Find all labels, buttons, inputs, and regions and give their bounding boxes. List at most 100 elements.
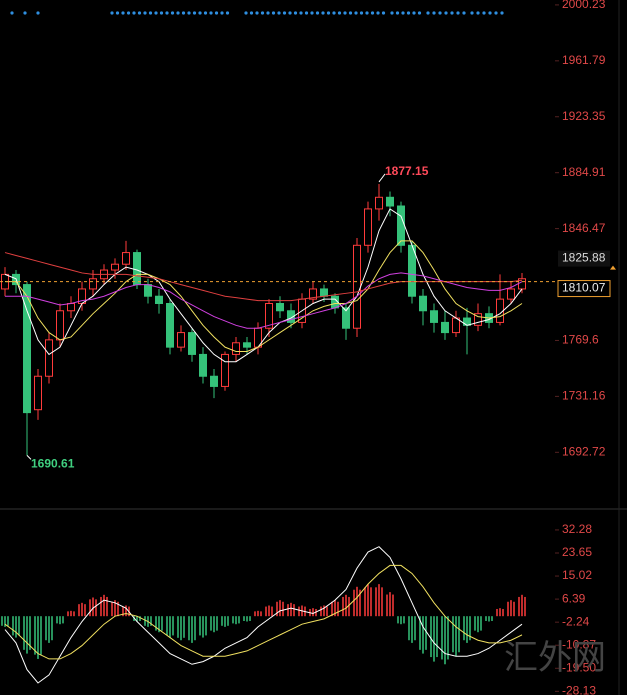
y-tick-label: 6.39 [562, 591, 586, 605]
candle-body [122, 252, 130, 265]
signal-dot [282, 11, 287, 15]
y-tick-label: 1884.91 [562, 165, 606, 179]
y-tick-label: 23.65 [562, 545, 592, 559]
signal-dot [121, 11, 125, 15]
signal-dot [304, 11, 309, 15]
current-price-box [557, 280, 611, 298]
signal-dot [444, 11, 448, 15]
signal-dot [390, 11, 394, 15]
candle-body [276, 302, 284, 312]
candle-body [199, 353, 207, 377]
signal-dot [266, 11, 270, 15]
signal-dot [310, 11, 314, 15]
signal-dot [214, 11, 219, 15]
signal-dot [359, 11, 364, 15]
candle-body [144, 284, 152, 297]
signal-dot [249, 11, 254, 15]
candle-body [474, 313, 482, 326]
signal-dot [370, 11, 375, 15]
signal-dot [288, 11, 292, 15]
signal-dot [432, 11, 436, 15]
signal-dot [277, 11, 281, 15]
y-tick-label: -19.50 [562, 660, 596, 674]
candle-body [265, 302, 273, 329]
candle-body [287, 310, 295, 323]
candle-body [430, 310, 438, 323]
candle-body [441, 321, 449, 334]
signal-dot [148, 11, 153, 15]
candle-body [386, 196, 394, 207]
macd-dif-line [4, 546, 523, 684]
candle-body [243, 342, 251, 348]
candle-body [56, 310, 64, 341]
signal-dot [332, 11, 336, 15]
signal-dot [488, 11, 492, 15]
signal-dot [500, 11, 504, 15]
signal-dot [417, 11, 422, 15]
signal-dot [154, 11, 158, 15]
candle-body [166, 302, 174, 348]
candle-body [89, 278, 97, 290]
signal-dot [376, 11, 380, 15]
signal-dot [271, 11, 276, 15]
candle-body [353, 244, 361, 329]
signal-dot [36, 11, 40, 15]
price-marker [610, 265, 616, 270]
candle-body [155, 295, 163, 304]
moving-average [5, 272, 523, 329]
y-tick-label: 2000.23 [562, 0, 606, 11]
moving-average [4, 208, 523, 363]
signal-dot [10, 11, 14, 15]
marker-price-label: 1825.88 [562, 251, 606, 265]
signal-dot [159, 11, 164, 15]
signal-dot [176, 11, 180, 15]
candle-body [375, 196, 383, 210]
signal-dot [198, 11, 202, 15]
signal-dot [470, 11, 474, 15]
low-pointer [26, 455, 32, 460]
signal-dot [315, 11, 320, 15]
y-tick-label: -28.13 [562, 684, 596, 695]
signal-dot [412, 11, 416, 15]
signal-dot [321, 11, 325, 15]
signal-dot [293, 11, 298, 15]
signal-dot [450, 11, 454, 15]
signal-dot [220, 11, 224, 15]
y-tick-label: 1923.35 [562, 109, 606, 123]
signal-dot [110, 11, 114, 15]
signal-dot [255, 11, 259, 15]
signal-dot [381, 11, 386, 15]
candle-body [342, 307, 350, 329]
signal-dot [343, 11, 347, 15]
signal-dot [165, 11, 169, 15]
candle-body [419, 295, 427, 312]
current-price-label: 1810.07 [562, 281, 606, 295]
y-tick-label: 32.28 [562, 522, 592, 536]
signal-dot [456, 11, 460, 15]
candle-body [45, 339, 53, 377]
y-tick-label: -10.87 [562, 637, 596, 651]
moving-average [5, 240, 523, 353]
candle-body [210, 375, 218, 387]
signal-dot [126, 11, 131, 15]
signal-dot [143, 11, 147, 15]
signal-dot [401, 11, 405, 15]
y-tick-label: 1692.72 [562, 444, 606, 458]
signal-dot [482, 11, 486, 15]
signal-dot [132, 11, 136, 15]
candle-body [320, 288, 328, 297]
signal-dot [438, 11, 442, 15]
candle-body [309, 288, 317, 300]
candle-body [67, 302, 75, 312]
y-tick-label: 15.02 [562, 568, 592, 582]
signal-dot [260, 11, 265, 15]
watermark: 汇外网 [504, 639, 606, 677]
signal-dot [299, 11, 303, 15]
candle-body [397, 205, 405, 246]
signal-dot [354, 11, 358, 15]
signal-dot [395, 11, 400, 15]
candle-body [188, 332, 196, 355]
signal-dot [170, 11, 175, 15]
signal-dot [115, 11, 120, 15]
